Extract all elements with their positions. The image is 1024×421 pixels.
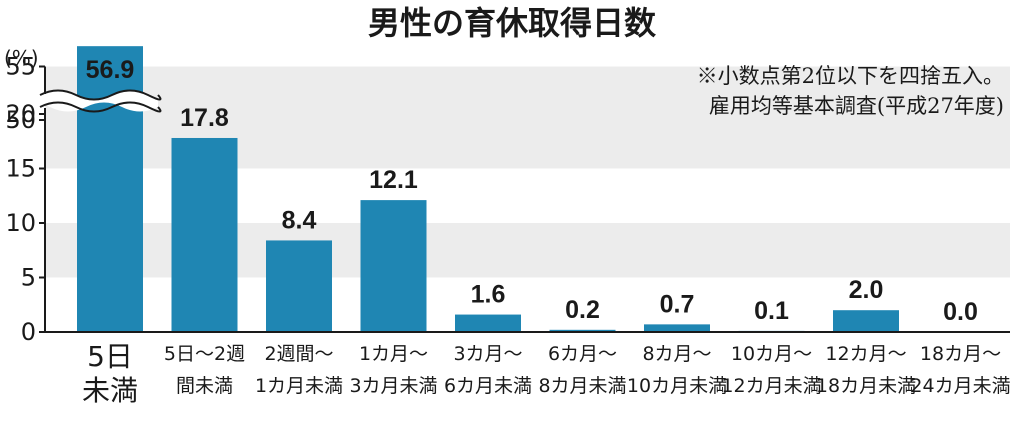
- value-label: 17.8: [180, 104, 229, 132]
- grid-bands: [45, 66, 1010, 278]
- category-label: 5日: [87, 340, 133, 373]
- category-label: 8カ月未満: [538, 375, 626, 397]
- value-label: 0.0: [943, 298, 978, 326]
- bar: [266, 240, 332, 332]
- y-tick-label: 10: [5, 209, 36, 237]
- value-label: 0.1: [754, 297, 789, 325]
- category-label: 24カ月未満: [910, 375, 1010, 397]
- grid-band: [45, 66, 1010, 117]
- category-label: 12カ月未満: [721, 375, 821, 397]
- value-label: 56.9: [86, 56, 135, 84]
- category-label: 未満: [82, 374, 138, 407]
- chart-title: 男性の育休取得日数: [368, 4, 657, 42]
- axis-break-gap: [4, 90, 161, 112]
- category-label: 1カ月～: [359, 343, 428, 365]
- category-label: 8カ月～: [642, 343, 711, 365]
- y-tick-label: 15: [5, 155, 36, 183]
- bar: [644, 324, 710, 332]
- category-label: 3カ月～: [453, 343, 522, 365]
- category-label: 6カ月～: [548, 343, 617, 365]
- category-label: 3カ月未満: [349, 375, 437, 397]
- axis-break-line: [39, 89, 162, 101]
- category-label: 1カ月未満: [255, 375, 343, 397]
- axis-break-line: [39, 101, 162, 113]
- y-tick-label: 50: [5, 106, 36, 134]
- note-line-1: ※小数点第2位以下を四捨五入。: [697, 64, 1004, 88]
- note-line-2: 雇用均等基本調査(平成27年度): [709, 94, 1004, 118]
- category-label: 18カ月未満: [816, 375, 916, 397]
- value-label: 1.6: [471, 281, 506, 309]
- y-unit-label: (%): [4, 46, 39, 70]
- bar: [833, 310, 899, 332]
- category-label: 10カ月未満: [627, 375, 727, 397]
- bar: [455, 314, 521, 332]
- value-label: 8.4: [282, 206, 317, 234]
- value-labels: 56.9 17.8 8.4 12.1 1.6 0.2 0.7 0.1 2.0 0.0: [86, 56, 978, 326]
- category-label: 6カ月未満: [444, 375, 532, 397]
- value-label: 0.7: [660, 290, 695, 318]
- value-label: 0.2: [565, 296, 600, 324]
- y-tick-label: 55: [5, 53, 36, 81]
- bar: [77, 46, 143, 333]
- category-label: 2週間～: [264, 343, 333, 365]
- category-label: 10カ月～: [731, 343, 812, 365]
- value-label: 12.1: [369, 166, 418, 194]
- y-tick-label: 20: [5, 100, 36, 128]
- category-label: 12カ月～: [825, 343, 906, 365]
- category-label: 間未満: [176, 375, 233, 397]
- y-tick-label: 5: [21, 264, 36, 292]
- bar: [549, 329, 616, 332]
- y-tick-label: 0: [21, 318, 36, 346]
- category-label: 18カ月～: [920, 343, 1001, 365]
- bar: [360, 200, 427, 332]
- category-label: 5日～2週: [164, 343, 245, 365]
- value-label: 2.0: [849, 276, 884, 304]
- bar: [171, 137, 238, 332]
